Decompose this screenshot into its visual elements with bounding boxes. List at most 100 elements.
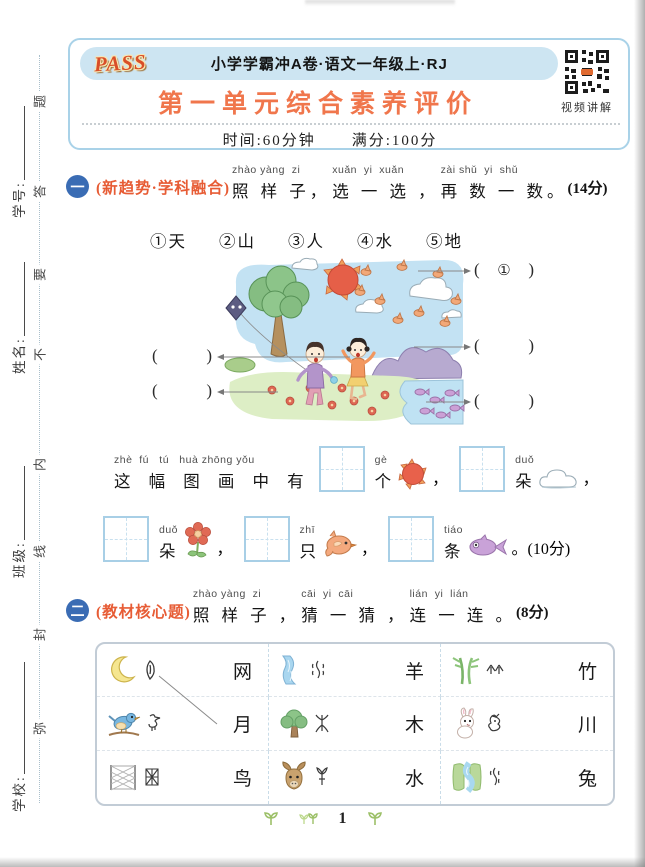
- option-5: ⑤地: [426, 232, 463, 251]
- cell-tree[interactable]: 木: [269, 697, 441, 751]
- scan-edge-shadow-bottom: [0, 857, 645, 867]
- time-label: 时间:60分钟: [222, 133, 316, 149]
- kite: [225, 295, 313, 375]
- header-box: PASS 小学学霸冲A卷·语文一年级上·RJ 第一单元综合素养评价 时间:60分…: [68, 38, 630, 150]
- net-icon: [110, 765, 136, 791]
- match-table: 网 羊 竹: [95, 642, 615, 806]
- comma: ，: [361, 541, 378, 558]
- option-4: ④水: [357, 232, 394, 251]
- option-2: ②山: [219, 232, 256, 251]
- question-text: 选 一 选 ，: [332, 182, 439, 201]
- student-id-label: 学号:: [12, 181, 27, 218]
- cell-bird[interactable]: 月: [97, 697, 269, 751]
- seal-char: 线: [29, 541, 49, 562]
- pinyin: duǒ: [159, 524, 179, 536]
- answer-blank-water[interactable]: (): [474, 391, 534, 410]
- match-char[interactable]: 兔: [577, 768, 597, 790]
- video-qr-block: 视频讲解: [560, 48, 614, 115]
- match-char[interactable]: 羊: [404, 661, 424, 683]
- match-char[interactable]: 月: [232, 714, 252, 736]
- river-icon: [452, 761, 482, 794]
- fish-school: [414, 388, 465, 419]
- match-char[interactable]: 网: [232, 661, 252, 683]
- tree: [248, 265, 310, 357]
- match-char[interactable]: 川: [577, 714, 597, 736]
- fish-icon: [468, 534, 507, 556]
- cell-net[interactable]: 鸟: [97, 750, 269, 804]
- seal-char: 要: [29, 264, 49, 285]
- match-char[interactable]: 竹: [577, 661, 597, 683]
- answer-blank-ground[interactable]: (): [152, 381, 212, 400]
- seal-char: 弥: [29, 718, 49, 739]
- count-row-1: zhè fú tú huà zhōng yǒu 这 幅 图 画 中 有 gè 个 ，…: [112, 446, 602, 492]
- count-lead-text: 这 幅 图 画 中 有: [114, 472, 311, 491]
- period-and-score: 。(10分): [511, 541, 571, 558]
- writing-box[interactable]: [388, 516, 435, 562]
- match-char[interactable]: 木: [404, 714, 424, 736]
- cell-waterfall[interactable]: 羊: [269, 644, 441, 698]
- page-footer: 1: [0, 810, 645, 828]
- pinyin: duǒ: [515, 454, 535, 466]
- question-1-options: ①天 ②山 ③人 ④水 ⑤地: [150, 228, 463, 252]
- student-id-line[interactable]: [11, 106, 25, 181]
- girl: [341, 337, 376, 401]
- grass-ground: [229, 372, 431, 422]
- sprout-icon: [367, 812, 382, 825]
- cell-goat[interactable]: 水: [269, 750, 441, 804]
- question-2-score: (8分): [515, 605, 549, 621]
- seal-dotted-line: [39, 55, 40, 803]
- seal-char: 封: [29, 624, 49, 645]
- school-line[interactable]: [11, 662, 25, 775]
- cell-rabbit[interactable]: 川: [441, 697, 613, 751]
- writing-box[interactable]: [318, 446, 365, 492]
- pinyin: lián yi lián: [409, 588, 469, 600]
- sun-icon: [398, 458, 427, 490]
- question-1-tag: (新趋势·学科融合): [96, 180, 230, 197]
- pinyin: xuǎn yi xuǎn: [332, 164, 405, 176]
- school-label: 学校:: [12, 775, 27, 812]
- writing-box[interactable]: [243, 516, 290, 562]
- writing-box[interactable]: [103, 516, 149, 562]
- cell-bamboo[interactable]: 竹: [441, 644, 613, 698]
- bird-icon: [325, 530, 358, 557]
- sun: [323, 258, 363, 301]
- measure-word: 个: [374, 472, 396, 491]
- question-text: 再 数 一 数。: [440, 182, 568, 201]
- oracle-river-glyph: [489, 767, 500, 786]
- count-row-2: duǒ 朵 ， zhī 只 ， tiáo 条: [95, 516, 573, 562]
- pinyin: zhè fú tú huà zhōng yǒu: [114, 454, 255, 466]
- measure-word: 朵: [515, 472, 536, 491]
- pass-logo: PASS: [93, 49, 148, 77]
- option-3: ③人: [288, 232, 325, 251]
- oracle-bamboo-glyph: [486, 664, 504, 675]
- answer-blank-children[interactable]: (): [152, 346, 212, 365]
- tree-icon: [280, 709, 308, 738]
- cell-moon[interactable]: 网: [97, 644, 269, 698]
- cell-river[interactable]: 兔: [441, 751, 613, 804]
- student-name-line[interactable]: [11, 262, 25, 337]
- school-field[interactable]: 学校:: [8, 662, 28, 812]
- student-id-field[interactable]: 学号:: [8, 106, 28, 218]
- question-text: 连 一 连 。: [409, 606, 516, 625]
- class-label: 班级:: [12, 541, 27, 578]
- pinyin: zhī: [299, 524, 316, 536]
- pinyin: zhào yàng zi: [232, 164, 301, 176]
- pinyin: gè: [374, 454, 388, 466]
- question-1-header: 一 (新趋势·学科融合) zhào yàng zi 照 样 子， xuǎn yi …: [66, 164, 608, 202]
- match-char[interactable]: 水: [404, 768, 424, 790]
- scan-smudge: [305, 0, 455, 6]
- qr-code-icon: [563, 48, 611, 96]
- answer-blank-sky[interactable]: (①): [474, 260, 534, 279]
- time-score-line: 时间:60分钟 满分:100分: [70, 129, 590, 150]
- answer-blank-mountain[interactable]: (): [474, 336, 534, 355]
- class-field[interactable]: 班级:: [8, 466, 28, 578]
- question-text: 照 样 子 ，: [192, 606, 300, 625]
- class-line[interactable]: [11, 466, 25, 541]
- measure-word: 条: [444, 542, 465, 561]
- student-name-field[interactable]: 姓名:: [8, 262, 28, 374]
- question-text: 照 样 子，: [232, 182, 331, 201]
- sprout-pair-icon: [298, 813, 318, 824]
- writing-box[interactable]: [459, 446, 506, 492]
- figure-arrows: [217, 268, 471, 405]
- match-char[interactable]: 鸟: [232, 768, 252, 790]
